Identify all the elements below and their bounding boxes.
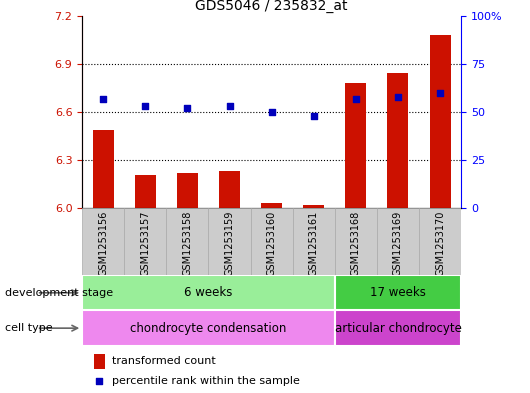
Text: GSM1253156: GSM1253156 (98, 210, 108, 275)
Point (351, 95, 360, 102)
Bar (293, 208, 335, 275)
Bar (82, 310, 335, 346)
Text: GSM1253161: GSM1253161 (309, 210, 319, 275)
Bar (429, 35, 450, 208)
Text: GSM1253157: GSM1253157 (140, 210, 151, 276)
Point (436, 90, 444, 96)
Text: GSM1253170: GSM1253170 (435, 210, 445, 275)
Bar (93, 354, 105, 369)
Bar (251, 208, 293, 275)
Point (394, 94, 402, 100)
Bar (346, 83, 366, 208)
Text: transformed count: transformed count (112, 356, 216, 366)
Title: GDS5046 / 235832_at: GDS5046 / 235832_at (196, 0, 348, 13)
Text: GSM1253169: GSM1253169 (393, 210, 403, 275)
Text: cell type: cell type (5, 323, 53, 333)
Point (225, 103, 234, 109)
Bar (335, 275, 461, 310)
Text: 17 weeks: 17 weeks (370, 286, 426, 299)
Bar (124, 208, 166, 275)
Bar (303, 205, 324, 208)
Text: GSM1253160: GSM1253160 (267, 210, 277, 275)
Bar (335, 310, 461, 346)
Bar (419, 208, 461, 275)
Text: GSM1253158: GSM1253158 (182, 210, 192, 275)
Text: percentile rank within the sample: percentile rank within the sample (112, 376, 301, 386)
Bar (135, 174, 156, 208)
Bar (335, 208, 377, 275)
Bar (93, 130, 114, 208)
Bar (177, 173, 198, 208)
Text: GSM1253168: GSM1253168 (351, 210, 361, 275)
Text: articular chondrocyte: articular chondrocyte (334, 321, 462, 335)
Point (183, 105, 192, 111)
Point (99, 95, 108, 102)
Bar (82, 275, 335, 310)
Bar (261, 204, 282, 208)
Point (141, 103, 149, 109)
Text: 6 weeks: 6 weeks (184, 286, 233, 299)
Bar (166, 208, 208, 275)
Bar (208, 208, 251, 275)
Text: development stage: development stage (5, 288, 113, 298)
Point (95, 378, 103, 384)
Bar (377, 208, 419, 275)
Bar (387, 73, 409, 208)
Bar (82, 208, 124, 275)
Bar (219, 171, 240, 208)
Point (310, 113, 318, 119)
Text: chondrocyte condensation: chondrocyte condensation (130, 321, 287, 335)
Point (267, 109, 276, 115)
Text: GSM1253159: GSM1253159 (225, 210, 234, 275)
